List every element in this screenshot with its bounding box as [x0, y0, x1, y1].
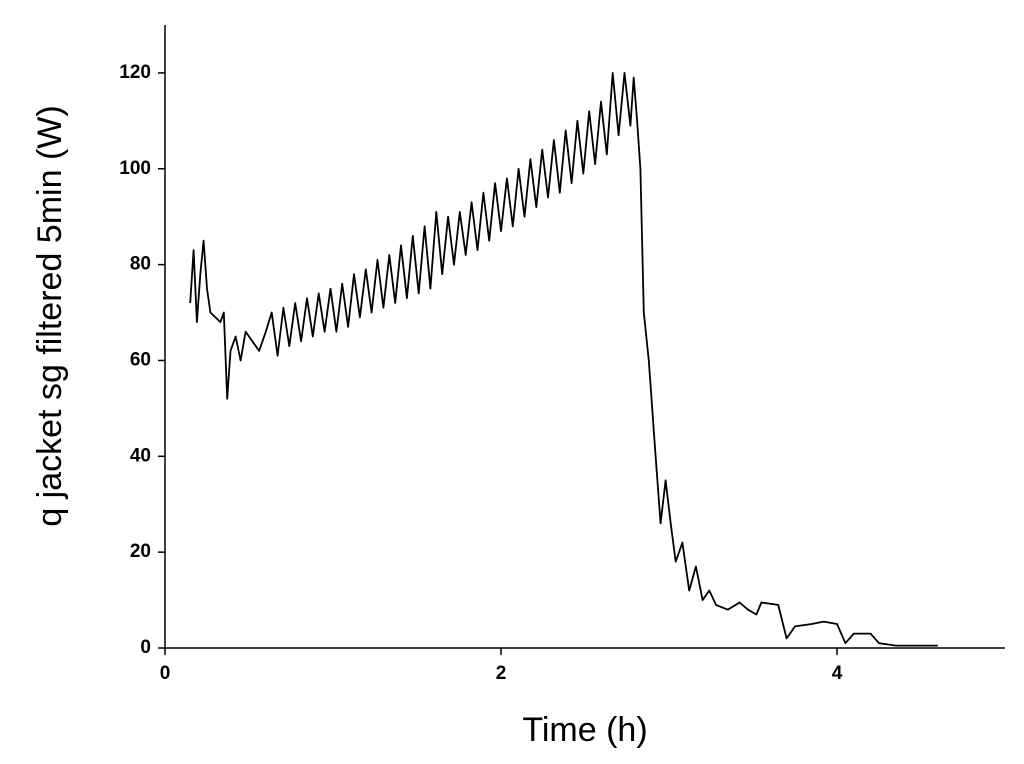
- y-tick-label: 0: [140, 637, 151, 658]
- y-tick-label: 40: [130, 445, 151, 466]
- y-tick-label: 120: [119, 62, 151, 83]
- x-axis-label: Time (h): [522, 711, 647, 749]
- y-tick-label: 100: [119, 158, 151, 179]
- x-tick-label: 4: [832, 663, 843, 684]
- y-axis-label: q jacket sg filtered 5min (W): [31, 105, 69, 526]
- y-tick-label: 80: [130, 254, 151, 275]
- data-line: [189, 72, 938, 647]
- x-tick-label: 0: [160, 663, 171, 684]
- y-tick-label: 20: [130, 541, 151, 562]
- y-tick-label: 60: [130, 349, 151, 370]
- x-tick-label: 2: [496, 663, 507, 684]
